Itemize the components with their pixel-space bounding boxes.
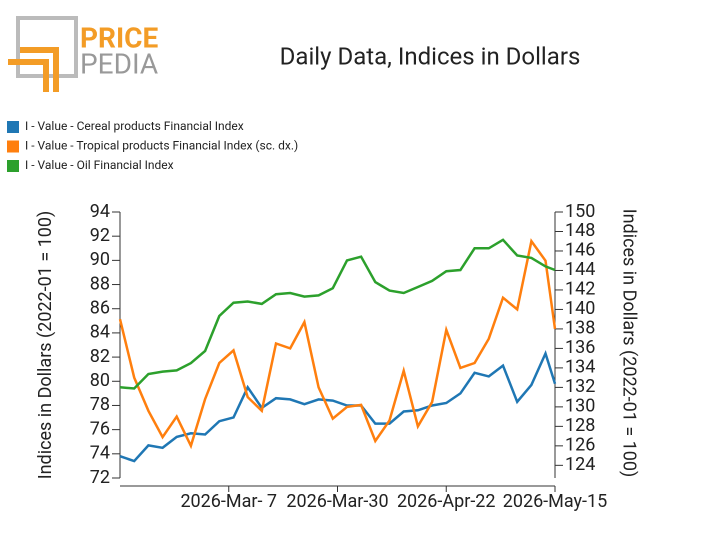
series-line bbox=[118, 238, 557, 450]
legend-label: I - Value - Cereal products Financial In… bbox=[25, 119, 244, 133]
y-tick-label: 72 bbox=[90, 467, 110, 488]
y2-tick-label: 134 bbox=[565, 357, 595, 378]
y-tick-label: 76 bbox=[90, 418, 110, 439]
y-tick-label: 80 bbox=[90, 370, 110, 391]
logo-top: PRICE bbox=[80, 21, 158, 54]
series-line bbox=[119, 349, 557, 463]
y2-tick-label: 124 bbox=[565, 454, 595, 475]
y2-tick-label: 126 bbox=[565, 435, 595, 456]
y-tick-label: 90 bbox=[90, 249, 110, 270]
y2-tick-label: 142 bbox=[565, 279, 595, 300]
y-tick-label: 92 bbox=[90, 225, 110, 246]
y2-tick-label: 132 bbox=[565, 376, 595, 397]
logo-mark bbox=[8, 16, 78, 92]
logo-bottom: PEDIA bbox=[80, 47, 158, 80]
y-tick-label: 74 bbox=[90, 443, 110, 464]
y-tick-label: 86 bbox=[90, 297, 110, 318]
y-tick-label: 82 bbox=[90, 346, 110, 367]
legend-label: I - Value - Oil Financial Index bbox=[25, 158, 174, 172]
y2-tick-label: 128 bbox=[565, 415, 595, 436]
y2-tick-label: 130 bbox=[565, 396, 595, 417]
x-tick-label: 2026-Apr-22 bbox=[397, 491, 496, 512]
chart-title: Daily Data, Indices in Dollars bbox=[280, 42, 581, 70]
y2-tick-label: 146 bbox=[565, 240, 595, 261]
x-tick-label: 2026-May-15 bbox=[503, 491, 608, 512]
y2-tick-label: 136 bbox=[565, 337, 595, 358]
legend-label: I - Value - Tropical products Financial … bbox=[25, 139, 298, 153]
y-tick-label: 88 bbox=[90, 273, 110, 294]
x-tick-label: 2026-Mar-30 bbox=[286, 491, 388, 512]
y-tick-label: 94 bbox=[90, 201, 110, 222]
x-tick-label: 2026-Mar- 7 bbox=[180, 491, 277, 512]
y2-tick-label: 150 bbox=[565, 201, 595, 222]
y2-tick-label: 138 bbox=[565, 318, 595, 339]
series-line bbox=[119, 238, 556, 390]
y2-axis-title: Indices in Dollars (2022-01 = 100) bbox=[618, 209, 639, 478]
y-axis-title: Indices in Dollars (2022-01 = 100) bbox=[35, 211, 56, 480]
legend-swatch bbox=[7, 160, 19, 172]
y2-tick-label: 144 bbox=[565, 259, 595, 280]
legend-swatch bbox=[7, 121, 19, 133]
y2-tick-label: 140 bbox=[565, 298, 595, 319]
legend-swatch bbox=[7, 140, 19, 153]
y-tick-label: 84 bbox=[90, 322, 110, 343]
y-tick-label: 78 bbox=[90, 394, 110, 415]
y2-tick-label: 148 bbox=[565, 220, 595, 241]
